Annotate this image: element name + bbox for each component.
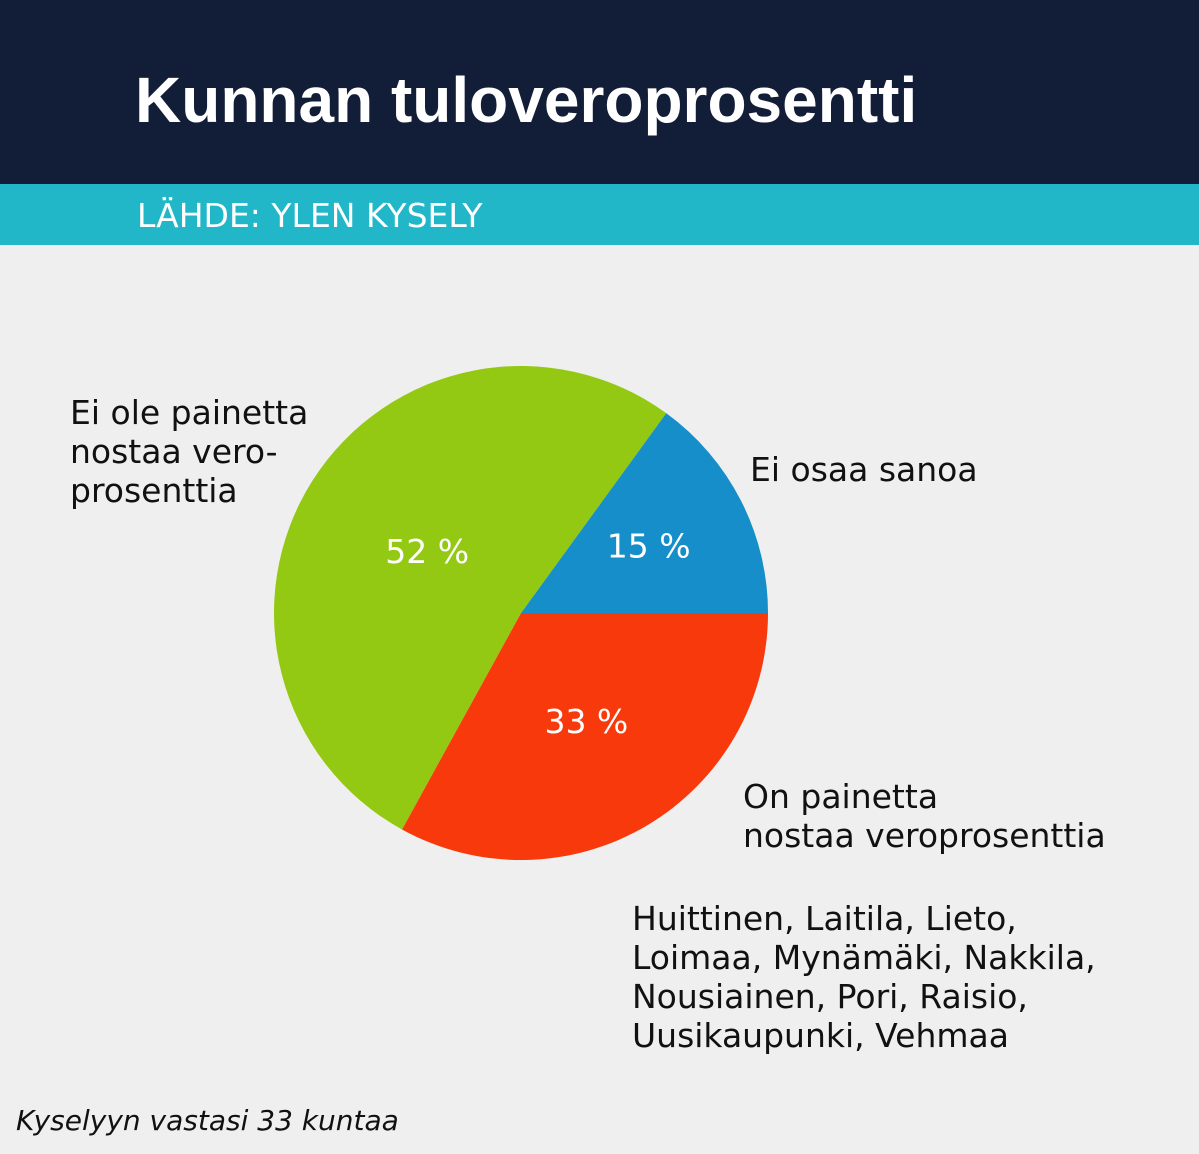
municipality-line: Loimaa, Mynämäki, Nakkila, — [632, 938, 1096, 977]
slice-no-pressure-value-label: 52 % — [385, 532, 469, 571]
municipality-list: Huittinen, Laitila, Lieto, Loimaa, Mynäm… — [632, 899, 1096, 1055]
slice-no-pressure — [274, 366, 667, 830]
slice-label-cannot-say: Ei osaa sanoa — [750, 450, 978, 489]
header-bar — [0, 0, 1199, 184]
footnote: Kyselyyn vastasi 33 kuntaa — [16, 1104, 399, 1137]
slice-label-line: On painetta — [743, 777, 939, 816]
slice-label-no-pressure: Ei ole painetta nostaa vero- prosenttia — [70, 393, 308, 510]
slice-label-line: prosenttia — [70, 471, 238, 510]
slice-label-line: nostaa vero- — [70, 432, 278, 471]
slice-cannot-say-value-label: 15 % — [607, 526, 691, 565]
slice-label-line: nostaa veroprosenttia — [743, 816, 1106, 855]
slice-pressure — [402, 613, 768, 860]
slice-label-line: Ei ole painetta — [70, 393, 309, 432]
slice-label-line: Ei osaa sanoa — [750, 450, 978, 489]
slice-cannot-say — [521, 413, 768, 613]
source-bar — [0, 184, 1199, 245]
municipality-line: Huittinen, Laitila, Lieto, — [632, 899, 1017, 938]
slice-pressure-value-label: 33 % — [544, 702, 628, 741]
municipality-line: Nousiainen, Pori, Raisio, — [632, 977, 1028, 1016]
slice-label-pressure: On painetta nostaa veroprosenttia — [743, 777, 1106, 855]
source-label: LÄHDE: YLEN KYSELY — [137, 196, 483, 235]
municipality-line: Uusikaupunki, Vehmaa — [632, 1016, 1009, 1055]
chart-title: Kunnan tuloveroprosentti — [135, 64, 918, 136]
